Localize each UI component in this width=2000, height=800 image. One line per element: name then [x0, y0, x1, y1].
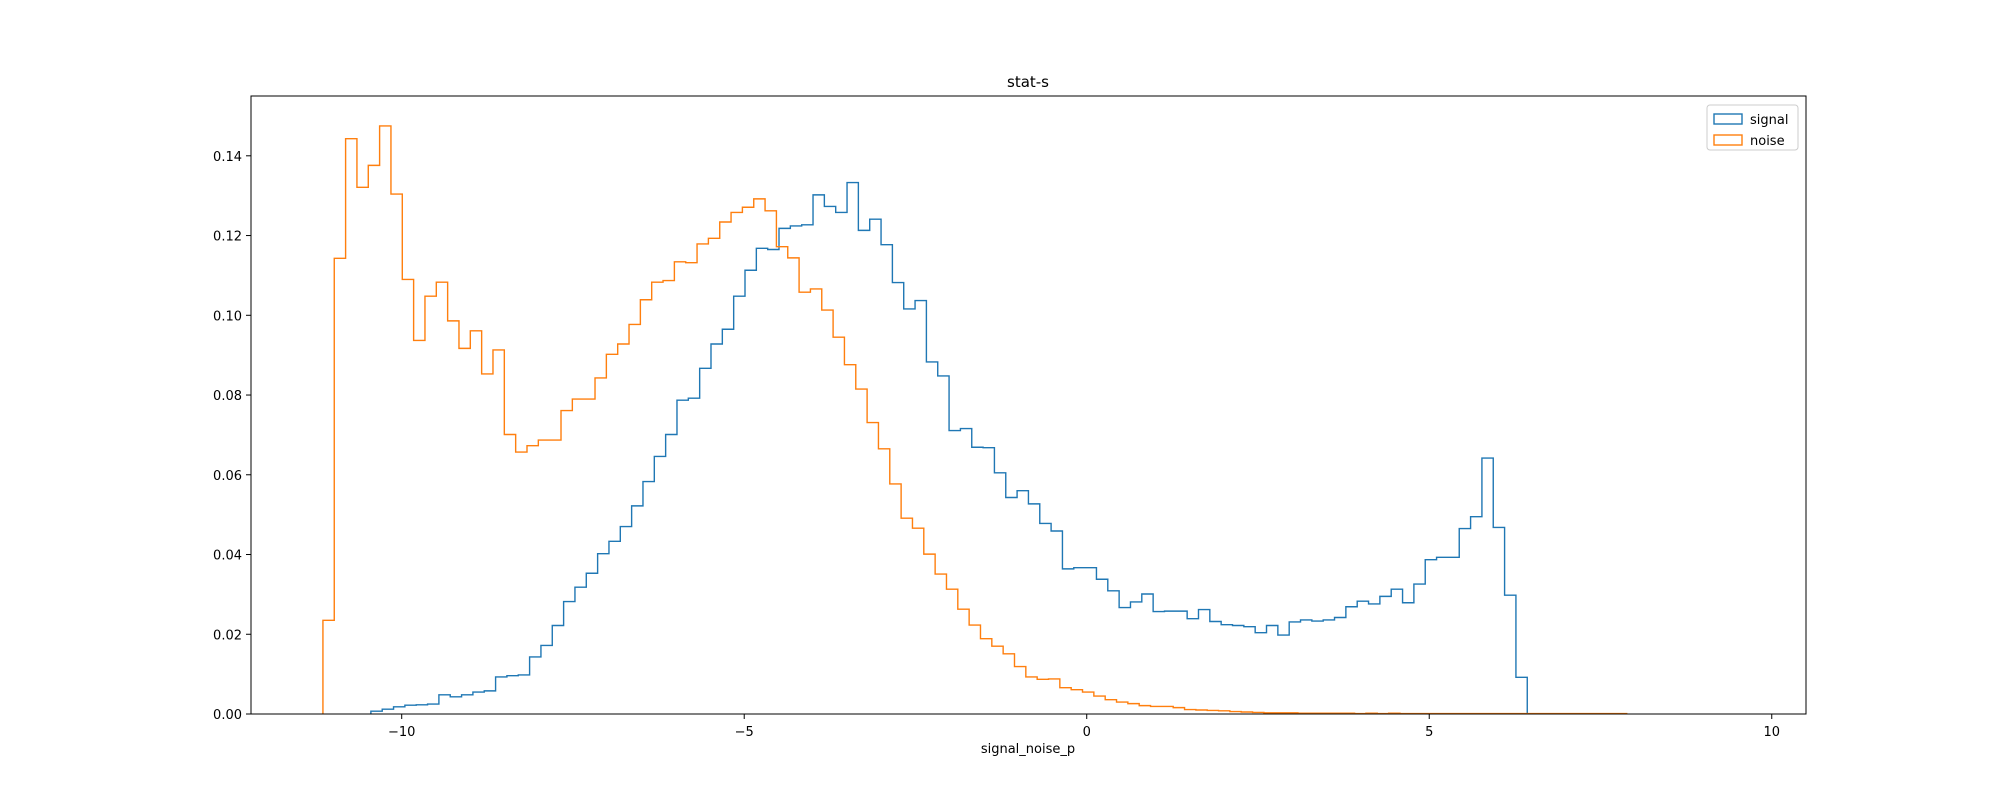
y-tick-label: 0.02 [213, 628, 242, 643]
histogram-series-noise [322, 125, 1628, 715]
y-tick-label: 0.00 [213, 708, 242, 723]
x-tick-label: −5 [735, 725, 754, 740]
chart-title: stat-s [1007, 73, 1049, 91]
x-tick-label: 5 [1425, 725, 1433, 740]
y-tick-label: 0.06 [213, 469, 242, 484]
legend-swatch-noise [1713, 134, 1743, 146]
x-tick-label: −10 [388, 725, 415, 740]
x-axis-title: signal_noise_p [981, 742, 1075, 757]
y-tick-label: 0.12 [213, 230, 242, 245]
plot-area [322, 125, 1628, 715]
x-axis: −10 −5 0 5 10 [388, 714, 1780, 740]
y-tick-label: 0.10 [213, 309, 242, 324]
legend: signal noise [1706, 104, 1799, 151]
y-tick-label: 0.08 [213, 389, 242, 404]
legend-box [1706, 104, 1799, 151]
legend-label-signal: signal [1750, 113, 1788, 128]
legend-swatch-signal [1713, 113, 1743, 125]
y-tick-label: 0.04 [213, 549, 242, 564]
y-axis: 0.00 0.02 0.04 0.06 0.08 0.10 0.12 0.14 [213, 150, 251, 723]
x-tick-label: 10 [1763, 725, 1780, 740]
legend-label-noise: noise [1750, 134, 1785, 149]
x-tick-label: 0 [1083, 725, 1091, 740]
histogram-series-signal [370, 181, 1528, 714]
axes-frame [250, 95, 1807, 715]
y-tick-label: 0.14 [213, 150, 242, 165]
